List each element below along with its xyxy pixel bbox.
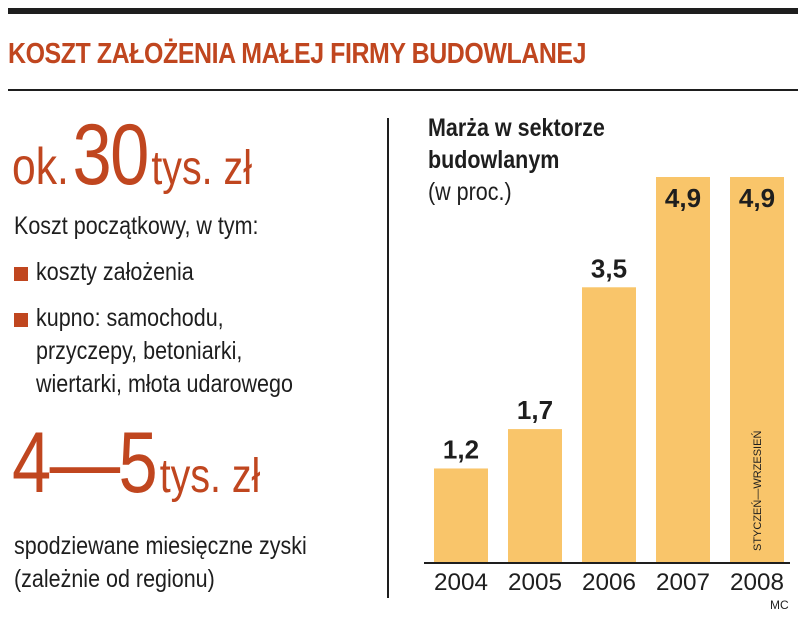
bullet-item: koszty założenia — [14, 256, 219, 289]
cost-description: Koszt początkowy, w tym: — [14, 212, 259, 240]
bullet-item: kupno: samochodu, przyczepy, betoniarki,… — [14, 302, 335, 401]
initial-cost-figure: ok. 30 tys. zł — [12, 112, 252, 198]
chart-title-line-2: budowlanym — [428, 146, 560, 174]
x-tick-label-2005: 2005 — [508, 569, 562, 596]
profit-description-2: (zależnie od regionu) — [14, 565, 215, 593]
data-label-2004: 1,2 — [443, 434, 479, 464]
data-label-2007: 4,9 — [665, 183, 701, 213]
bullet-text: koszty założenia — [36, 258, 194, 286]
x-tick-label-2007: 2007 — [656, 569, 710, 596]
cost-unit: tys. zł — [151, 142, 252, 195]
data-label-2006: 3,5 — [591, 253, 627, 283]
column-divider — [387, 118, 389, 598]
x-tick-label-2008: 2008 — [730, 569, 784, 596]
profit-description-1: spodziewane miesięczne zyski — [14, 532, 307, 560]
square-bullet-icon — [14, 267, 28, 281]
data-label-2008: 4,9 — [739, 183, 775, 213]
bullet-line: przyczepy, betoniarki, — [36, 337, 243, 365]
bar-annotation: STYCZEŃ—WRZESIEŃ — [751, 431, 764, 551]
bullet-line: kupno: samochodu, — [36, 304, 224, 332]
infographic-title: KOSZT ZAŁOŻENIA MAŁEJ FIRMY BUDOWLANEJ — [8, 38, 587, 70]
chart-title: Marża w sektorze budowlanym (w proc.) — [428, 112, 605, 208]
bar-2006 — [582, 287, 636, 563]
profit-unit: tys. zł — [159, 450, 261, 503]
bullet-line: wiertarki, młota udarowego — [36, 370, 293, 398]
cost-number: 30 — [72, 107, 150, 203]
data-label-2005: 1,7 — [517, 395, 553, 425]
square-bullet-icon — [14, 313, 28, 327]
profit-figure: 4—5 tys. zł — [12, 420, 260, 506]
profit-number: 4—5 — [12, 415, 158, 511]
top-rule — [8, 8, 798, 14]
x-tick-label-2006: 2006 — [582, 569, 636, 596]
source-credit: MC — [770, 598, 789, 612]
title-rule — [8, 89, 798, 91]
bar-2004 — [434, 468, 488, 563]
chart-subtitle: (w proc.) — [428, 178, 512, 206]
bar-2007 — [656, 177, 710, 563]
bar-2008 — [730, 177, 784, 563]
bullet-text: kupno: samochodu, przyczepy, betoniarki,… — [36, 302, 293, 401]
bar-2005 — [508, 429, 562, 563]
chart-title-line-1: Marża w sektorze — [428, 114, 605, 142]
cost-prefix: ok. — [12, 138, 69, 196]
x-tick-label-2004: 2004 — [434, 569, 488, 596]
